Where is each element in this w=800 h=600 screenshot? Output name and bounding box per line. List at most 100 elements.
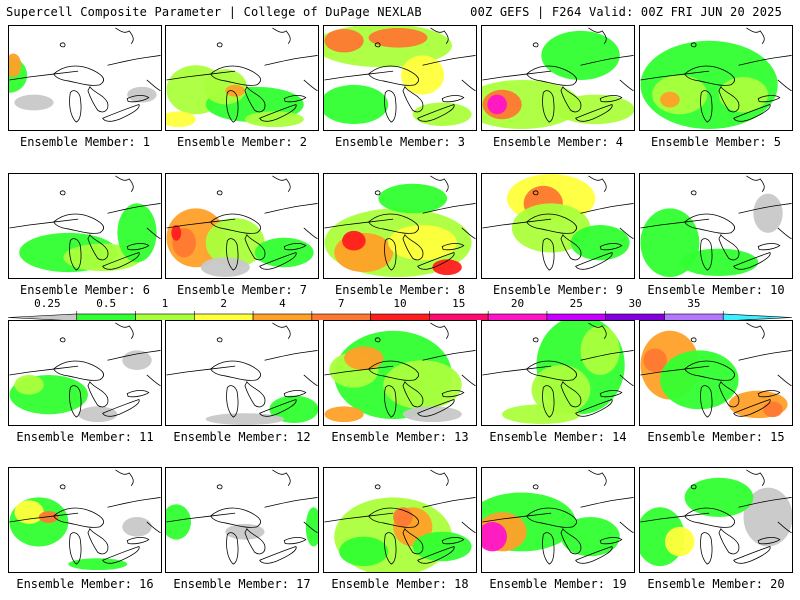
map-outline bbox=[374, 337, 381, 343]
map-panel bbox=[639, 173, 793, 279]
legend-swatch bbox=[664, 313, 724, 320]
ensemble-member-caption: Ensemble Member: 15 bbox=[647, 430, 785, 444]
legend-swatch bbox=[546, 313, 606, 320]
scp-contour bbox=[122, 517, 152, 537]
scp-map bbox=[9, 469, 161, 571]
map-outline bbox=[733, 104, 771, 122]
legend-label: 25 bbox=[569, 297, 583, 310]
map-outline bbox=[283, 95, 307, 103]
scp-contour bbox=[9, 53, 22, 78]
map-outline bbox=[684, 360, 735, 381]
scp-map bbox=[640, 175, 792, 278]
map-outline bbox=[210, 360, 261, 381]
scp-contour bbox=[432, 259, 462, 276]
map-outline bbox=[560, 528, 582, 555]
map-panel bbox=[8, 173, 162, 279]
map-outline bbox=[384, 238, 397, 271]
map-outline bbox=[166, 512, 236, 523]
map-outline bbox=[542, 532, 555, 565]
map-outline bbox=[166, 70, 236, 81]
ensemble-member-caption: Ensemble Member: 18 bbox=[331, 577, 469, 591]
scp-contour bbox=[753, 193, 783, 233]
map-outline bbox=[402, 381, 424, 408]
map-outline bbox=[746, 27, 765, 44]
map-outline bbox=[59, 190, 66, 196]
map-outline bbox=[690, 190, 697, 196]
map-outline bbox=[9, 218, 79, 229]
map-outline bbox=[700, 90, 713, 123]
map-outline bbox=[69, 385, 82, 418]
map-outline bbox=[417, 104, 455, 122]
legend-label: 2 bbox=[220, 297, 227, 310]
scp-contour bbox=[166, 111, 196, 128]
scp-contour bbox=[541, 30, 620, 80]
map-outline bbox=[738, 497, 792, 508]
legend-swatch bbox=[194, 313, 254, 320]
scp-contour bbox=[718, 77, 768, 113]
ensemble-member-caption: Ensemble Member: 20 bbox=[647, 577, 785, 591]
map-outline bbox=[368, 65, 419, 86]
map-outline bbox=[441, 390, 465, 398]
map-outline bbox=[9, 365, 79, 376]
scp-contour bbox=[660, 350, 739, 410]
map-outline bbox=[684, 213, 735, 234]
map-outline bbox=[53, 360, 104, 381]
map-outline bbox=[690, 337, 697, 343]
scp-contour bbox=[482, 521, 507, 552]
map-outline bbox=[272, 322, 291, 339]
ensemble-member-caption: Ensemble Member: 4 bbox=[492, 135, 624, 149]
ensemble-member-caption: Ensemble Member: 1 bbox=[19, 135, 151, 149]
scp-map bbox=[640, 27, 792, 130]
scp-contour bbox=[205, 413, 285, 425]
map-outline bbox=[619, 521, 634, 534]
map-outline bbox=[324, 218, 394, 229]
map-outline bbox=[226, 90, 239, 123]
ensemble-member-caption: Ensemble Member: 14 bbox=[489, 430, 627, 444]
map-outline bbox=[738, 203, 792, 214]
scp-contour bbox=[400, 55, 445, 95]
map-outline bbox=[733, 252, 771, 270]
map-outline bbox=[272, 469, 291, 486]
map-outline bbox=[146, 374, 161, 387]
map-outline bbox=[532, 42, 539, 48]
scp-contour bbox=[225, 523, 265, 540]
map-outline bbox=[690, 484, 697, 490]
map-outline bbox=[738, 55, 792, 66]
map-outline bbox=[482, 218, 552, 229]
map-outline bbox=[53, 65, 104, 86]
color-scale-bar bbox=[8, 311, 792, 320]
scp-contour bbox=[763, 401, 783, 418]
ensemble-member-caption: Ensemble Member: 8 bbox=[334, 283, 466, 297]
map-outline bbox=[733, 399, 771, 417]
map-outline bbox=[259, 104, 297, 122]
ensemble-member-caption: Ensemble Member: 3 bbox=[334, 135, 466, 149]
legend-label: 35 bbox=[687, 297, 701, 310]
map-outline bbox=[216, 484, 223, 490]
map-panel bbox=[165, 467, 319, 573]
map-outline bbox=[402, 528, 424, 555]
map-outline bbox=[324, 70, 394, 81]
map-outline bbox=[146, 79, 161, 92]
map-outline bbox=[575, 104, 613, 122]
map-outline bbox=[374, 484, 381, 490]
scp-contour bbox=[14, 94, 54, 111]
scp-map bbox=[324, 322, 476, 423]
map-outline bbox=[599, 390, 623, 398]
map-outline bbox=[560, 86, 582, 113]
map-outline bbox=[422, 497, 476, 508]
map-outline bbox=[126, 390, 150, 398]
map-outline bbox=[640, 512, 710, 523]
map-outline bbox=[588, 322, 607, 339]
legend-label: 20 bbox=[510, 297, 525, 310]
scp-contour bbox=[660, 91, 680, 108]
scp-map bbox=[166, 322, 318, 425]
legend-swatch bbox=[311, 313, 371, 320]
scp-map bbox=[9, 322, 161, 423]
map-outline bbox=[441, 537, 465, 545]
scp-contour bbox=[511, 203, 591, 253]
map-outline bbox=[746, 175, 765, 192]
map-outline bbox=[482, 70, 552, 81]
map-outline bbox=[259, 399, 297, 417]
map-outline bbox=[384, 90, 397, 123]
scp-contour bbox=[743, 487, 792, 547]
